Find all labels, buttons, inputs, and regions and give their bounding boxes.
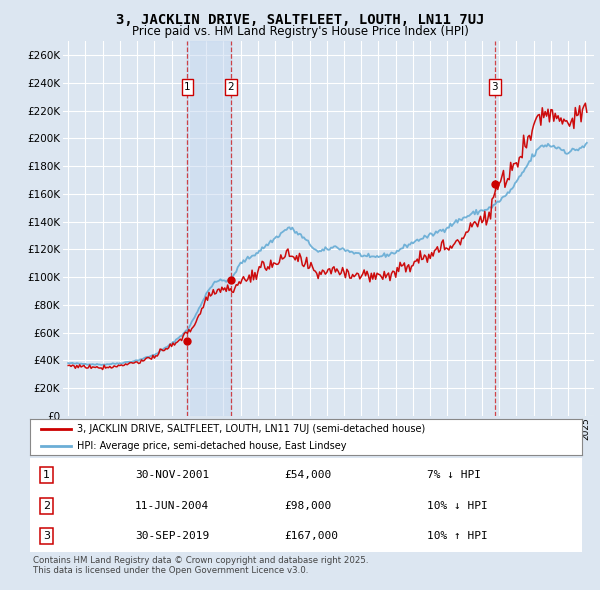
Text: £98,000: £98,000 [284,501,331,511]
Text: 3, JACKLIN DRIVE, SALTFLEET, LOUTH, LN11 7UJ (semi-detached house): 3, JACKLIN DRIVE, SALTFLEET, LOUTH, LN11… [77,424,425,434]
Text: 11-JUN-2004: 11-JUN-2004 [135,501,209,511]
Text: 3: 3 [491,82,498,92]
Text: £54,000: £54,000 [284,470,331,480]
Text: Price paid vs. HM Land Registry's House Price Index (HPI): Price paid vs. HM Land Registry's House … [131,25,469,38]
Text: 30-SEP-2019: 30-SEP-2019 [135,531,209,541]
Text: 1: 1 [184,82,191,92]
Text: 10% ↓ HPI: 10% ↓ HPI [427,501,488,511]
Text: 2: 2 [43,501,50,511]
Text: HPI: Average price, semi-detached house, East Lindsey: HPI: Average price, semi-detached house,… [77,441,346,451]
Text: £167,000: £167,000 [284,531,338,541]
Text: 30-NOV-2001: 30-NOV-2001 [135,470,209,480]
Text: Contains HM Land Registry data © Crown copyright and database right 2025.
This d: Contains HM Land Registry data © Crown c… [33,556,368,575]
Text: 3: 3 [43,531,50,541]
Text: 1: 1 [43,470,50,480]
Text: 7% ↓ HPI: 7% ↓ HPI [427,470,481,480]
Text: 2: 2 [227,82,234,92]
Text: 3, JACKLIN DRIVE, SALTFLEET, LOUTH, LN11 7UJ: 3, JACKLIN DRIVE, SALTFLEET, LOUTH, LN11… [116,13,484,27]
Text: 10% ↑ HPI: 10% ↑ HPI [427,531,488,541]
Bar [187,41,231,416]
